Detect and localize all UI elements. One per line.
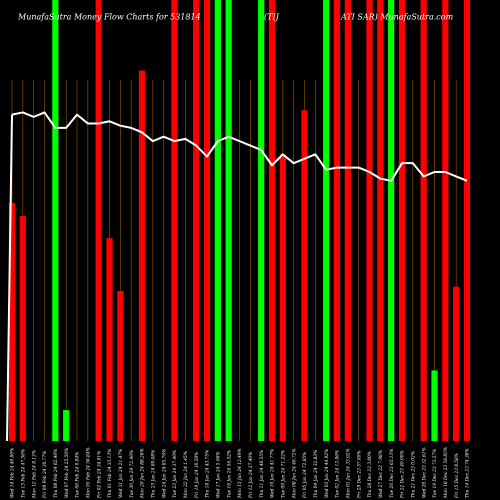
x-tick-label: Wed 27 Dec 23 7.98% (379, 450, 384, 498)
x-tick-label: Thu 04 Jan 24 32.83% (314, 450, 319, 498)
x-tick-label: Tue 06 Feb 24 0.84% (76, 452, 81, 498)
line-lead-in (6, 114, 13, 442)
x-tick-label: Tue 13 Feb 24 47.56% (21, 449, 26, 498)
x-tick-label: Fri 19 Jan 24 30.58% (195, 452, 200, 499)
x-tick-label: Thu 08 Feb 24 62.46% (54, 449, 59, 498)
bar (268, 0, 276, 441)
bar (19, 216, 26, 441)
bar (63, 410, 70, 441)
bar (138, 70, 146, 441)
x-tick-label: Wed 20 Dec 23 32.61% (422, 447, 427, 498)
x-tick-label: Fri 09 Feb 24 30.77% (43, 451, 48, 499)
bar (8, 202, 16, 441)
bar (377, 0, 384, 441)
bar (279, 154, 286, 441)
bar (258, 0, 265, 441)
bar (171, 0, 178, 441)
bar (431, 370, 438, 441)
x-tick-label: Tue 30 Jan 24 72.46% (130, 450, 135, 498)
bar (442, 0, 449, 441)
bar (117, 291, 124, 441)
x-tick-label: Thu 18 Jan 24 43.75% (206, 450, 211, 498)
x-tick-label: Fri 15 Dec 23 8.58% (455, 453, 460, 499)
x-tick-label: Thu 01 Feb 24 33.13% (108, 449, 113, 498)
x-tick-label: Tue 02 Jan 24 13.86% (336, 450, 341, 498)
bar (301, 110, 308, 441)
bars-group (8, 0, 471, 441)
x-tick-label: Thu 28 Dec 23 3.80% (368, 451, 373, 498)
x-tick-labels: Wed 14 Feb 24 40.00% Tue 13 Feb 24 47.56%… (11, 447, 471, 499)
bar (95, 0, 102, 441)
x-tick-label: Wed 17 Jan 24 5.96% (216, 452, 221, 498)
bar (366, 0, 373, 441)
x-tick-label: Mon 22 Jan 24 1.45% (184, 451, 189, 499)
bar (106, 238, 113, 441)
x-tick-label: Fri 05 Jan 24 72.85% (303, 452, 308, 499)
money-flow-line (11, 111, 468, 182)
bar (463, 0, 471, 441)
x-tick-label: Fri 22 Dec 23 49.00% (401, 450, 406, 499)
x-tick-label: Mon 05 Feb 24 56.84% (86, 447, 91, 499)
x-tick-label: Fri 12 Jan 24 27.40% (249, 452, 254, 499)
x-tick-label: Thu 11 Jan 24 48.55% (260, 450, 265, 498)
x-tick-label: Thu 14 Dec 23 74.38% (466, 448, 471, 498)
x-tick-label: Mon 12 Feb 24 8.13% (32, 450, 37, 499)
x-tick-label: Mon 29 Jan 24 88.26% (141, 448, 146, 499)
x-tick-label: Fri 02 Feb 24 34.91% (97, 451, 102, 499)
bar (323, 0, 330, 441)
x-tick-label: Wed 24 Jan 24 85.76% (162, 449, 167, 498)
title-part-middle: (TIJ (264, 13, 280, 22)
x-tick-label: Wed 07 Feb 24 25.56% (65, 448, 70, 498)
x-tick-label: Mon 08 Jan 24 46.72% (292, 448, 297, 499)
title-part-right: ATI SAR) MunafaSutra.com (340, 13, 454, 22)
x-tick-label: Tue 09 Jan 24 71.22% (281, 450, 286, 498)
x-tick-label: Fri 29 Dec 23 57.69% (357, 450, 362, 499)
bar (225, 0, 232, 441)
x-tick-label: Tue 19 Dec 23 73.57% (433, 449, 438, 498)
x-tick-label: Tue 26 Dec 23 63.13% (390, 449, 395, 498)
bar (420, 0, 427, 441)
x-tick-label: Mon 18 Dec 23 58.85% (444, 447, 449, 499)
x-tick-label: Wed 10 Jan 24 41.77% (271, 449, 276, 498)
bar (398, 0, 406, 441)
bar (203, 0, 211, 441)
x-tick-label: Mon 15 Jan 24 12.49% (238, 448, 243, 499)
chart-title: MunafaSutra Money Flow Charts for 531814… (17, 13, 454, 22)
x-tick-label: Mon 01 Jan 24 33.02% (346, 448, 351, 499)
bar (214, 0, 221, 441)
bar (333, 0, 341, 441)
x-tick-label: Thu 25 Jan 24 80.08% (151, 450, 156, 498)
x-tick-label: Thu 21 Dec 23 0.02% (411, 451, 416, 498)
title-part-left: MunafaSutra Money Flow Charts for 531814 (17, 13, 201, 22)
bar (453, 286, 460, 441)
x-tick-label: Wed 31 Jan 24 21.47% (119, 449, 124, 498)
x-tick-label: Tue 16 Jan 24 54.52% (227, 450, 232, 498)
x-tick-label: Wed 14 Feb 24 40.00% (11, 448, 16, 498)
x-tick-label: Tue 23 Jan 24 37.40% (173, 450, 178, 498)
line-series (6, 111, 468, 442)
bar (52, 0, 59, 441)
x-tick-label: Wed 03 Jan 24 44.92% (325, 449, 330, 498)
bar (344, 0, 351, 441)
bar (388, 0, 395, 441)
bar (193, 0, 200, 441)
